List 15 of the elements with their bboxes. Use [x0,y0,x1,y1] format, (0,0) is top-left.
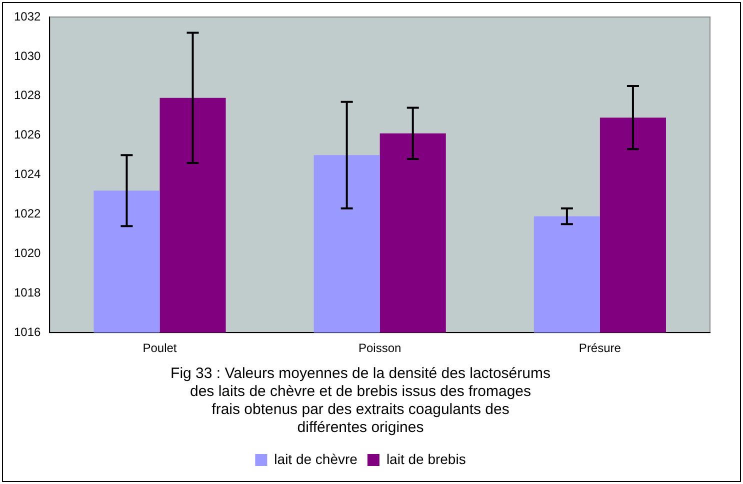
y-tick-label: 1020 [14,246,42,260]
y-tick-label: 1022 [14,206,42,221]
x-tick-label: Poulet [142,341,178,356]
x-tick-label: Présure [578,341,622,356]
y-tick-label: 1018 [14,285,42,300]
y-tick-label: 1024 [14,167,42,182]
legend-label: lait de chèvre [274,450,358,467]
y-tick-label: 1016 [14,324,42,339]
caption: Fig 33 : Valeurs moyennes de la densité des lactosérums des laits de chèvre et de brebis issus des fromages frais obtenus par des extraits coagulants des différentes origines [170,365,550,436]
y-tick-label: 1026 [14,128,42,142]
y-tick-label: 1030 [14,48,42,63]
y-tick-label: 1032 [14,9,42,24]
y-tick-label: 1028 [14,88,42,102]
legend-label: lait de brebis [386,450,466,467]
x-tick-label: Poisson [358,341,402,356]
